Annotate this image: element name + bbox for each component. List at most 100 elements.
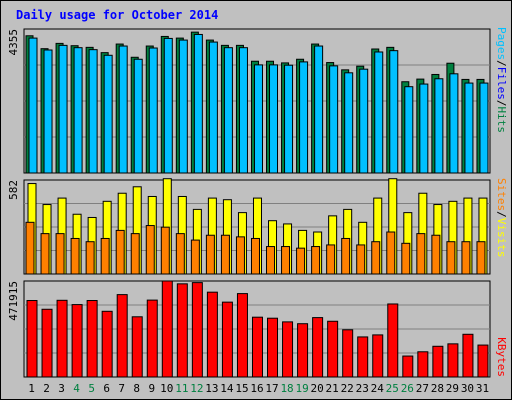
bar-kbytes	[191, 282, 203, 378]
bar-sites	[431, 234, 441, 275]
bar-files	[464, 82, 474, 174]
ylabel-part: /	[495, 211, 508, 218]
bar-sites	[311, 246, 321, 275]
xtick-label: 12	[190, 382, 203, 395]
bar-files	[389, 50, 399, 174]
bar-sites	[160, 226, 170, 275]
bar-kbytes	[56, 299, 68, 378]
bar-kbytes	[267, 317, 279, 378]
xtick-label: 21	[326, 382, 339, 395]
bar-kbytes	[161, 280, 173, 378]
bar-files	[238, 47, 248, 174]
bar-sites	[100, 237, 110, 275]
xtick-label: 28	[431, 382, 444, 395]
xtick-label: 5	[88, 382, 95, 395]
ylabel-part: Pages	[495, 27, 508, 60]
chart-title: Daily usage for October 2014	[16, 8, 218, 22]
bar-kbytes	[477, 344, 489, 378]
xtick-label: 10	[160, 382, 173, 395]
bar-files	[329, 65, 339, 174]
bar-files	[404, 86, 414, 174]
ylabel-middle: Sites/Visits	[495, 178, 508, 258]
bar-kbytes	[236, 293, 248, 378]
ylabel-part: /	[495, 60, 508, 67]
bar-kbytes	[206, 291, 218, 378]
xtick-label: 13	[205, 382, 218, 395]
bar-files	[419, 83, 429, 174]
bar-sites	[416, 233, 426, 275]
bar-files	[208, 41, 218, 174]
bar-kbytes	[432, 345, 444, 378]
xtick-label: 14	[220, 382, 234, 395]
bar-sites	[326, 244, 336, 275]
bar-kbytes	[402, 355, 414, 378]
xtick-label: 8	[133, 382, 140, 395]
bar-sites	[70, 237, 80, 275]
ytick-label-middle: 582	[7, 180, 20, 200]
bar-sites	[296, 247, 306, 275]
xtick-label: 18	[280, 382, 293, 395]
bar-sites	[371, 241, 381, 275]
xtick-label: 27	[416, 382, 429, 395]
bar-kbytes	[251, 316, 263, 378]
bar-kbytes	[71, 304, 83, 378]
bar-sites	[205, 234, 215, 275]
xtick-label: 11	[175, 382, 188, 395]
bar-files	[133, 58, 143, 174]
bar-kbytes	[221, 301, 233, 378]
ylabel-part: Hits	[495, 107, 508, 134]
ylabel-part: /	[495, 100, 508, 107]
bar-files	[118, 45, 128, 174]
bar-files	[314, 45, 324, 174]
bar-kbytes	[131, 316, 143, 378]
bar-kbytes	[176, 283, 188, 378]
bar-sites	[190, 239, 200, 275]
bar-files	[163, 37, 173, 174]
xtick-label: 1	[28, 382, 35, 395]
bar-sites	[461, 241, 471, 275]
bar-sites	[40, 233, 50, 275]
xtick-label: 17	[265, 382, 278, 395]
bar-kbytes	[26, 300, 38, 378]
bar-files	[299, 61, 309, 174]
xtick-label: 31	[476, 382, 489, 395]
bar-files	[434, 78, 444, 174]
bar-sites	[85, 241, 95, 275]
bar-kbytes	[282, 321, 294, 378]
bar-files	[58, 44, 68, 174]
bar-files	[88, 49, 98, 174]
bar-kbytes	[312, 317, 324, 378]
ylabel-part: Visits	[495, 218, 508, 258]
xtick-label: 30	[461, 382, 474, 395]
bar-kbytes	[417, 351, 429, 378]
bar-kbytes	[327, 320, 339, 378]
bar-sites	[235, 236, 245, 275]
bar-sites	[175, 233, 185, 275]
xtick-label: 9	[148, 382, 155, 395]
bar-sites	[386, 231, 396, 275]
bar-sites	[401, 242, 411, 275]
bar-files	[178, 39, 188, 174]
bar-sites	[356, 244, 366, 275]
bar-kbytes	[101, 310, 113, 378]
bar-files	[284, 64, 294, 174]
bar-sites	[341, 237, 351, 275]
bar-sites	[55, 233, 65, 275]
bar-files	[28, 37, 38, 174]
bar-kbytes	[297, 323, 309, 378]
bar-files	[193, 33, 203, 174]
bar-files	[73, 47, 83, 174]
bar-files	[449, 73, 459, 174]
bar-kbytes	[116, 294, 128, 378]
bar-kbytes	[387, 303, 399, 378]
bar-files	[223, 47, 233, 174]
xtick-label: 25	[386, 382, 399, 395]
bar-files	[43, 49, 53, 174]
bar-files	[374, 51, 384, 174]
xtick-label: 29	[446, 382, 459, 395]
ylabel-part: KBytes	[495, 337, 508, 377]
ylabel-part: Files	[495, 67, 508, 100]
bar-sites	[476, 241, 486, 275]
bar-files	[344, 72, 354, 174]
